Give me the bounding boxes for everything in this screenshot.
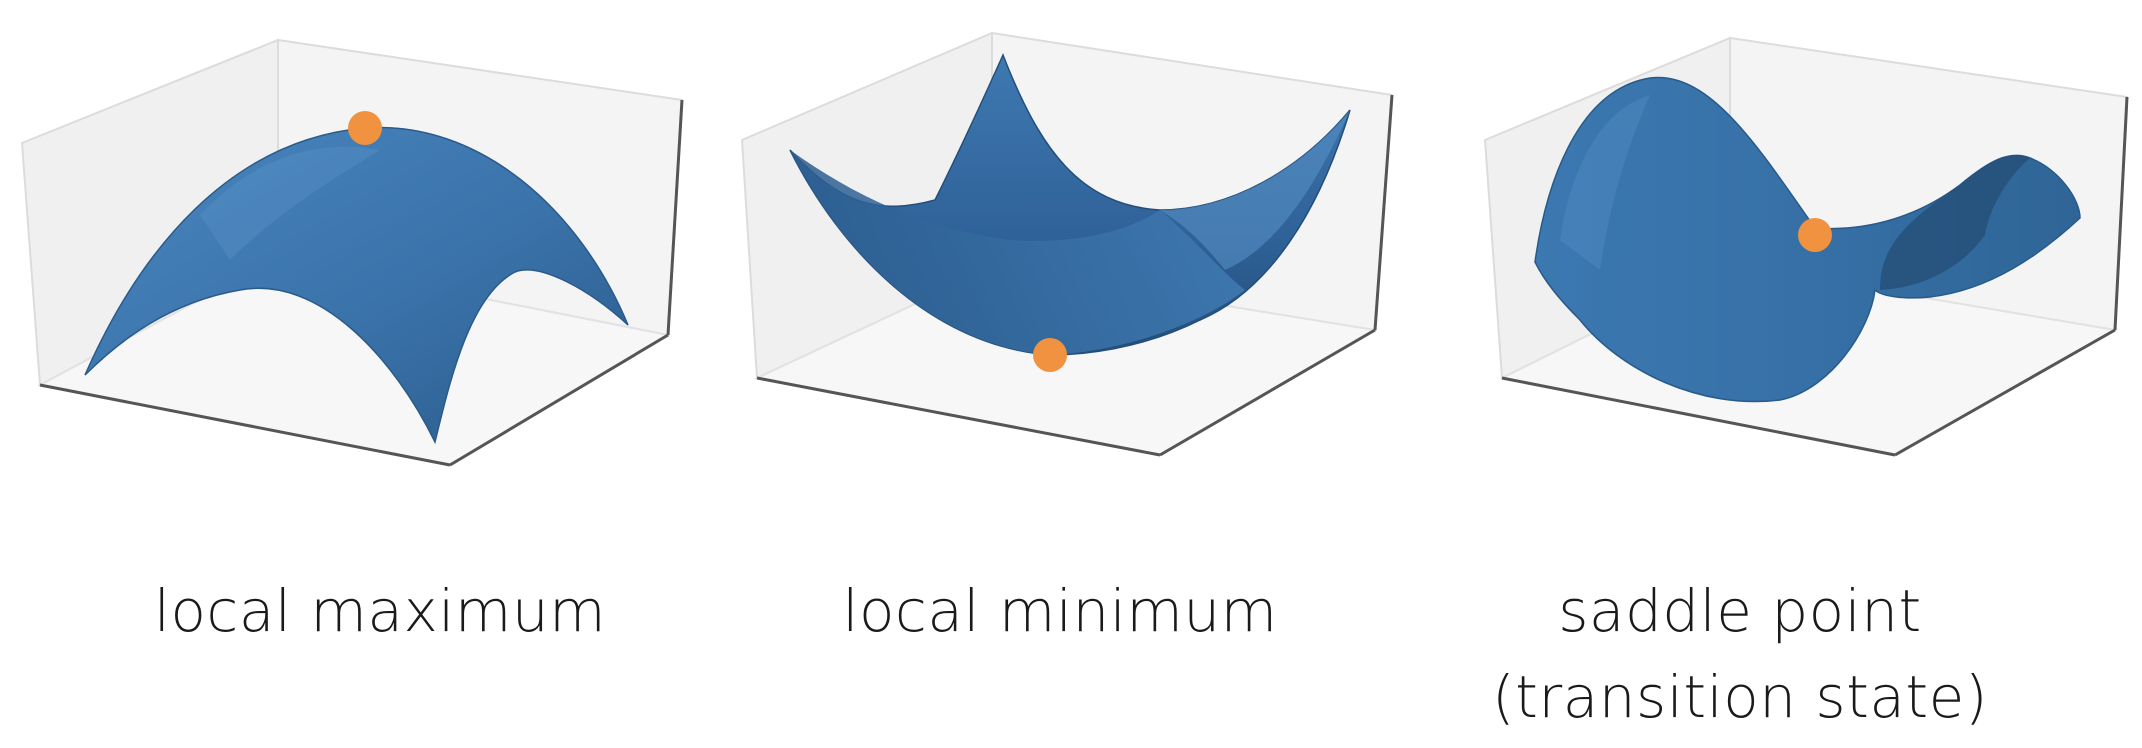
surface-highlight (200, 146, 380, 260)
caption-local-maximum: local maximum (30, 568, 730, 654)
y-axis-line (449, 333, 669, 467)
caption-line: local maximum (153, 577, 607, 645)
z-axis-line (2113, 96, 2129, 331)
panel-local-minimum (740, 31, 1394, 457)
caption-line: (transition state) (1492, 663, 1988, 731)
minimum-point-marker (1033, 338, 1067, 372)
surface-highlight (1160, 110, 1350, 270)
surface-bowl-front (790, 150, 1245, 355)
saddle-point-marker (1798, 218, 1832, 252)
caption-saddle-point: saddle point (transition state) (1390, 568, 2090, 740)
caption-line: local minimum (842, 577, 1278, 645)
x-axis-line (756, 376, 1161, 457)
caption-local-minimum: local minimum (710, 568, 1410, 654)
z-axis-line (1373, 94, 1394, 331)
surface-dome (84, 126, 629, 445)
y-axis-line (1894, 328, 2116, 457)
surface-highlight (1560, 95, 1650, 270)
y-axis-line (1159, 328, 1376, 457)
maximum-point-marker (348, 111, 382, 145)
x-axis-line (1501, 376, 1896, 457)
caption-line: saddle point (1558, 577, 1922, 645)
x-axis-line (39, 383, 451, 467)
panel-local-maximum (20, 38, 684, 467)
panel-saddle-point (1483, 36, 2129, 457)
z-axis-line (666, 99, 684, 336)
surface-shadow-fold (1880, 155, 2030, 290)
